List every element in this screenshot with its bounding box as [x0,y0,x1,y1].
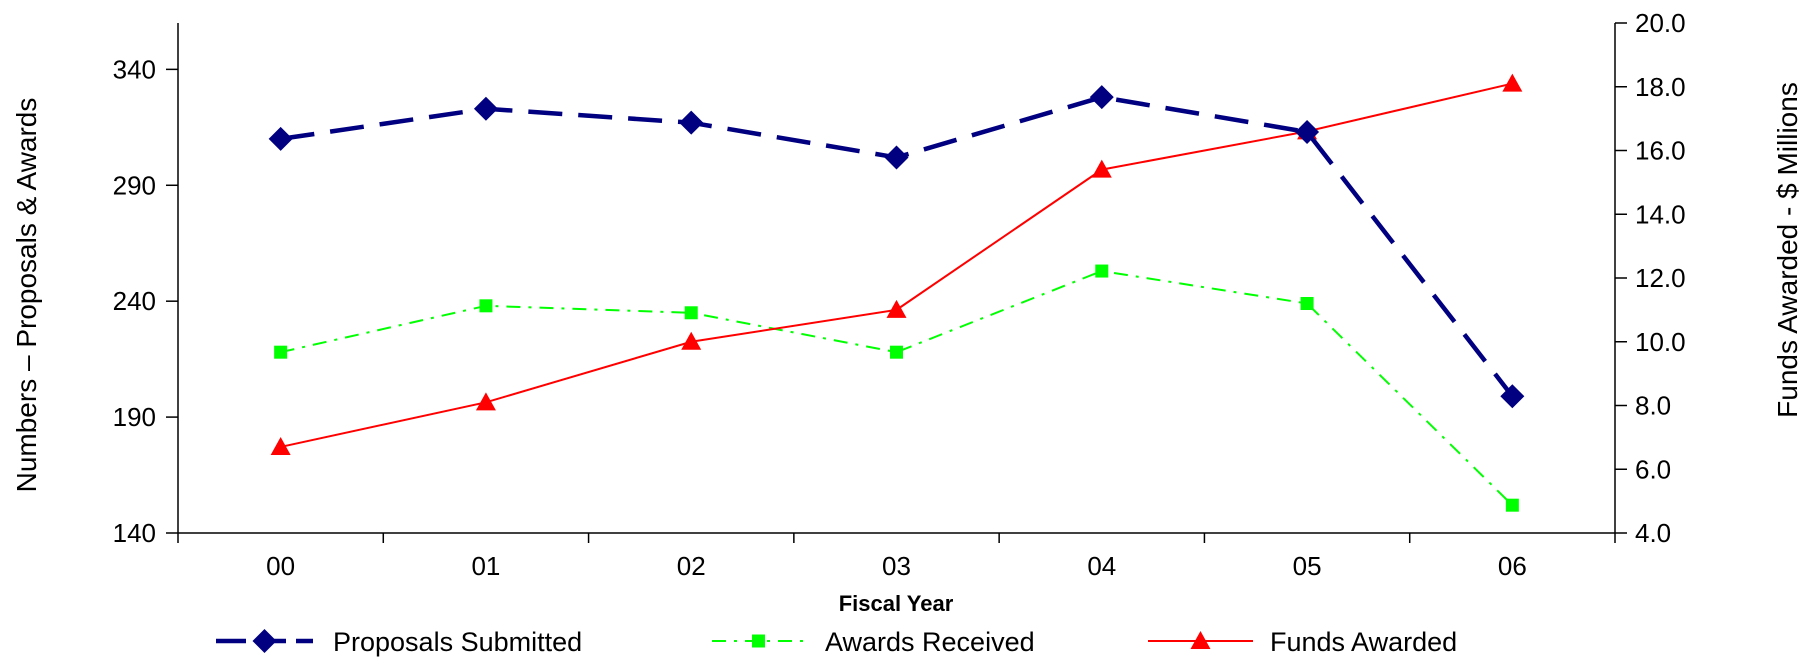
data-point [268,126,293,151]
x-tick-label: 05 [1293,551,1322,581]
data-point [681,331,702,350]
left-tick-label: 340 [113,54,156,84]
right-tick-label: 12.0 [1635,263,1686,293]
series-line [280,82,1513,448]
right-tick-label: 16.0 [1635,136,1686,166]
legend-marker [752,634,765,648]
legend-label: Funds Awarded [1270,627,1457,657]
right-tick-label: 10.0 [1635,327,1686,357]
x-axis-title: Fiscal Year [839,591,954,616]
right-tick-label: 4.0 [1635,518,1671,548]
legend-label: Awards Received [825,627,1035,657]
data-point [1300,297,1314,310]
data-point [270,436,291,455]
x-tick-label: 00 [266,551,295,581]
axes: 140 190 240 290 340 4.0 6.0 8.0 10.0 12.0 14.0 16.0… [113,8,1686,581]
right-tick-label: 6.0 [1635,454,1671,484]
data-point [1091,159,1112,178]
right-tick-label: 18.0 [1635,72,1686,102]
legend-marker [252,629,277,653]
data-point [479,299,493,313]
left-axis-title: Numbers – Proposals & Awards [11,98,42,493]
data-point [1095,264,1109,278]
data-point [475,392,496,411]
legend: Proposals Submitted Awards Received Funds … [216,627,1457,657]
data-point [274,345,288,359]
data-point [684,306,698,320]
data-point [1500,384,1525,409]
left-tick-label: 140 [113,518,156,548]
data-point [1089,85,1114,110]
legend-label: Proposals Submitted [333,627,582,657]
x-tick-label: 04 [1087,551,1116,581]
x-tick-label: 02 [677,551,706,581]
right-tick-label: 14.0 [1635,199,1686,229]
legend-item: Awards Received [712,627,1035,657]
legend-marker [1190,631,1211,649]
left-tick-label: 190 [113,402,156,432]
series-funds-awarded [270,73,1523,455]
series-proposals-submitted [268,85,1525,409]
data-point [1505,498,1519,512]
legend-item: Funds Awarded [1148,627,1457,657]
data-point [886,299,907,318]
series-awards-received [274,264,1519,512]
right-tick-label: 20.0 [1635,8,1686,38]
data-point [884,145,909,170]
data-point [473,96,498,121]
data-point [1295,119,1320,144]
data-point [679,110,704,135]
left-tick-label: 240 [113,286,156,316]
legend-item: Proposals Submitted [216,627,582,657]
data-point [890,345,903,359]
x-tick-label: 01 [471,551,500,581]
x-tick-label: 06 [1498,551,1527,581]
data-point [1502,73,1523,92]
series-layer [268,73,1525,512]
right-tick-label: 8.0 [1635,391,1671,421]
right-axis-title: Funds Awarded - $ Millions [1772,82,1803,418]
left-tick-label: 290 [113,170,156,200]
x-tick-label: 03 [882,551,911,581]
